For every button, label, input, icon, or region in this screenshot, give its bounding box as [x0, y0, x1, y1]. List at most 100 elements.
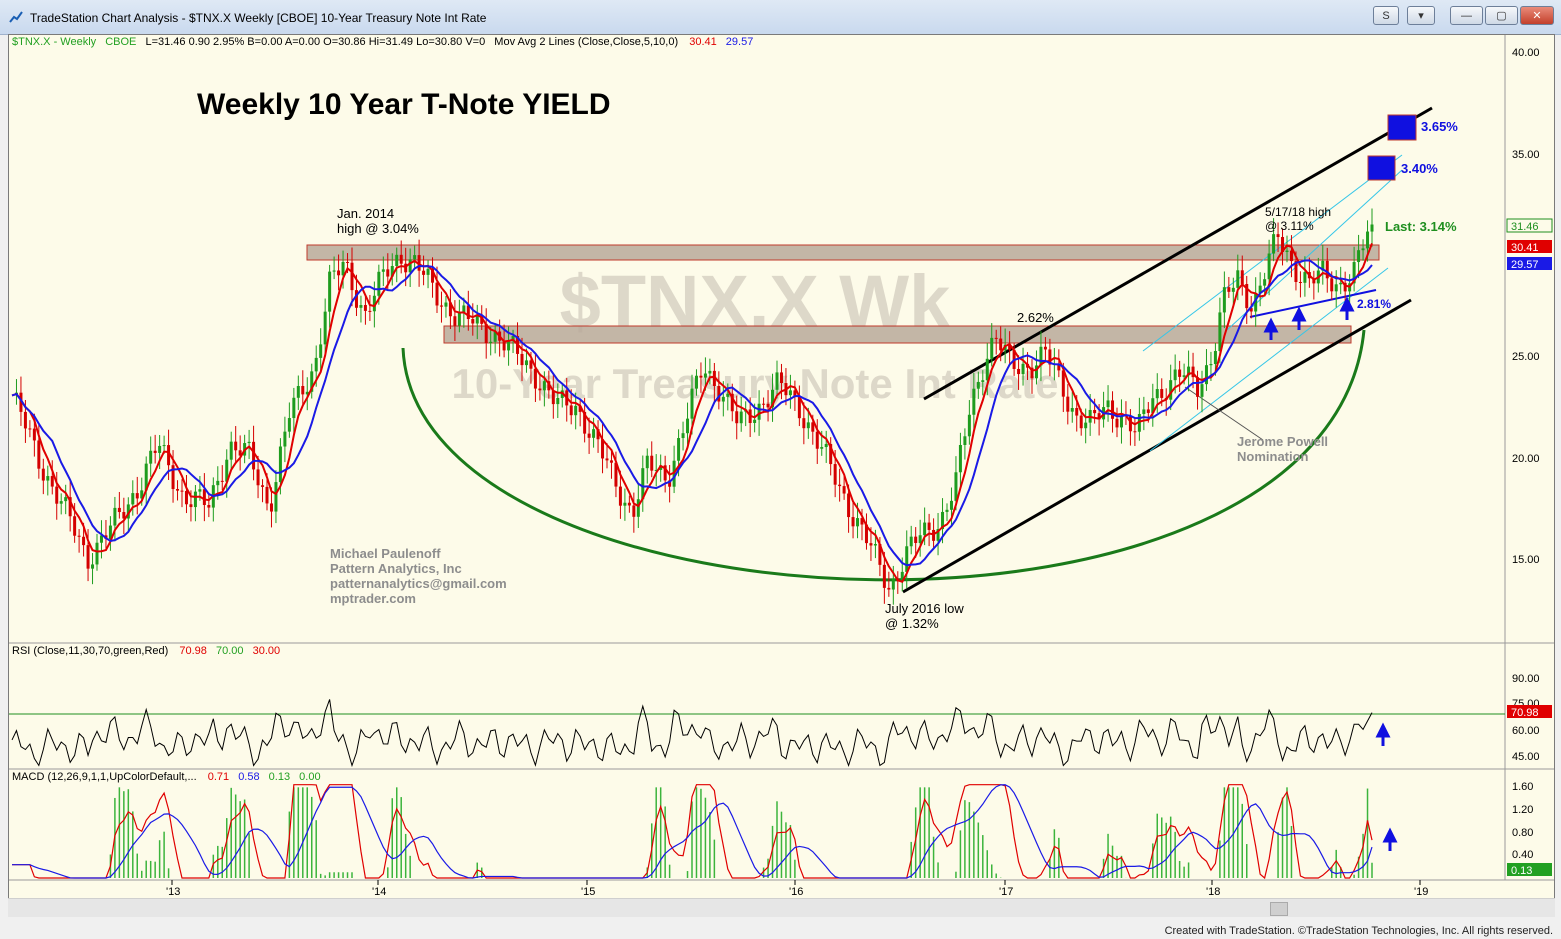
- minimize-button[interactable]: —: [1450, 6, 1483, 25]
- candle-body: [41, 468, 45, 481]
- candle-body: [247, 441, 251, 444]
- candle-body: [771, 389, 775, 408]
- candle-body: [1236, 270, 1240, 288]
- candle-body: [1343, 282, 1347, 292]
- candle-body: [1245, 283, 1249, 309]
- candle-body: [439, 305, 443, 307]
- candle-body: [131, 493, 135, 505]
- target-340-label: 3.40%: [1401, 161, 1438, 176]
- price-tick-label: 15.00: [1512, 554, 1540, 566]
- candle-body: [153, 450, 157, 453]
- rsi-tick-label: 90.00: [1512, 673, 1540, 685]
- window-menu-button[interactable]: ▾: [1407, 6, 1435, 25]
- candle-body: [949, 500, 953, 510]
- candle-body: [1263, 279, 1267, 286]
- candle-body: [806, 422, 810, 429]
- candle-body: [162, 445, 166, 447]
- candle-body: [229, 441, 233, 460]
- candle-body: [86, 545, 90, 569]
- study-label: Mov Avg 2 Lines (Close,Close,5,10,0): [494, 36, 678, 48]
- candle-body: [829, 443, 833, 465]
- footer-credit: Created with TradeStation. ©TradeStation…: [1164, 925, 1553, 937]
- candle-body: [377, 271, 381, 296]
- candle-body: [945, 509, 949, 512]
- candle-body: [967, 414, 971, 437]
- rsi-label: RSI (Close,11,30,70,green,Red): [12, 645, 168, 657]
- candle-body: [636, 499, 640, 517]
- symbol-link-button[interactable]: S: [1373, 6, 1399, 25]
- macd-hist-value: 0.13: [269, 771, 290, 783]
- maximize-button[interactable]: ▢: [1485, 6, 1518, 25]
- chart-frame[interactable]: [8, 34, 1555, 906]
- candle-body: [453, 316, 457, 326]
- candle-body: [466, 305, 470, 320]
- candle-body: [363, 305, 367, 311]
- candle-body: [708, 370, 712, 374]
- price-tick-label: 25.00: [1512, 351, 1540, 363]
- macd-label: MACD (12,26,9,1,1,UpColorDefault,...: [12, 771, 197, 783]
- candle-body: [1128, 416, 1132, 432]
- candle-body: [668, 480, 672, 487]
- candle-body: [502, 340, 506, 351]
- close-button[interactable]: ✕: [1520, 6, 1554, 25]
- candle-body: [650, 455, 654, 471]
- candle-body: [1218, 312, 1222, 351]
- candle-body: [480, 315, 484, 324]
- candle-body: [1097, 413, 1101, 420]
- candle-body: [82, 536, 86, 546]
- svg-text:$TNX.X - Weekly CBOE L: $TNX.X - Weekly CBOE L=31.46 0.90 2.95% …: [12, 36, 753, 48]
- candle-body: [1352, 262, 1356, 284]
- candle-body: [32, 428, 36, 441]
- exchange-label: CBOE: [105, 36, 136, 48]
- macd-tick-label: 1.20: [1512, 804, 1533, 816]
- candle-body: [457, 311, 461, 326]
- candle-body: [296, 386, 300, 398]
- candle-body: [274, 482, 278, 512]
- high-2018-label-line2: @ 3.11%: [1265, 219, 1314, 233]
- price-tick-label: 40.00: [1512, 47, 1540, 59]
- target-365-label: 3.65%: [1421, 119, 1458, 134]
- candle-body: [1034, 365, 1038, 379]
- candle-body: [864, 524, 868, 544]
- candle-body: [592, 429, 596, 438]
- s-label: S: [1382, 10, 1390, 22]
- candle-body: [73, 516, 77, 536]
- candle-body: [1142, 409, 1146, 414]
- candle-body: [1209, 364, 1213, 366]
- candle-body: [712, 370, 716, 386]
- quote-values: L=31.46 0.90 2.95% B=0.00 A=0.00 O=30.86…: [145, 36, 485, 48]
- candle-body: [717, 385, 721, 402]
- candle-body: [614, 462, 618, 487]
- candle-body: [346, 261, 350, 263]
- candle-body: [1240, 270, 1244, 284]
- candle-body: [596, 429, 600, 440]
- candle-body: [569, 405, 573, 416]
- candle-body: [721, 396, 725, 402]
- horizontal-scrollbar[interactable]: [8, 898, 1555, 917]
- macd-zero-value: 0.00: [299, 771, 320, 783]
- candle-body: [140, 490, 144, 499]
- candle-body: [68, 497, 72, 517]
- candle-body: [609, 460, 613, 463]
- candle-body: [627, 502, 631, 506]
- candle-body: [1334, 284, 1338, 292]
- candle-body: [328, 271, 332, 312]
- candle-body: [551, 390, 555, 405]
- candle-body: [354, 290, 358, 308]
- resistance-zone-lower: [443, 325, 1352, 344]
- candle-body: [287, 418, 291, 432]
- candle-body: [694, 375, 698, 389]
- jan-2014-label-line1: Jan. 2014: [337, 206, 394, 221]
- last-price-badge: [1506, 218, 1553, 233]
- macd-tick-label: 0.80: [1512, 827, 1533, 839]
- candle-body: [941, 511, 945, 530]
- scrollbar-thumb[interactable]: [1270, 902, 1288, 916]
- candle-body: [1057, 363, 1061, 371]
- candle-body: [793, 390, 797, 397]
- ma-fast-badge-text: 30.41: [1511, 242, 1539, 254]
- powell-label-line1: Jerome Powell: [1237, 434, 1328, 449]
- candle-body: [408, 259, 412, 273]
- candle-body: [507, 340, 511, 351]
- candle-body: [927, 522, 931, 530]
